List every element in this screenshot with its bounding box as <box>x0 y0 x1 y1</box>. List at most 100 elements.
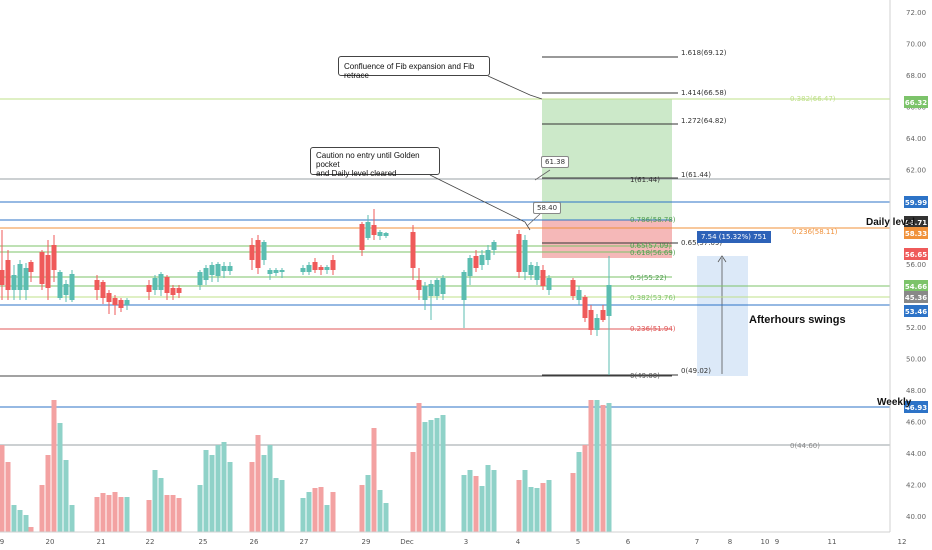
candle-body <box>440 278 446 294</box>
x-axis-tick: 29 <box>362 538 371 546</box>
candle-body <box>100 282 106 298</box>
volume-bar <box>255 435 261 532</box>
position-zones <box>542 99 748 376</box>
candle-body <box>17 264 23 290</box>
volume-bar <box>371 428 377 532</box>
candle-body <box>582 297 588 318</box>
volume-bar <box>440 415 446 532</box>
candle-body <box>11 275 17 290</box>
confluence-note-text: Confluence of Fib expansion and Fib retr… <box>344 62 475 80</box>
y-axis-tick: 42.00 <box>906 482 926 490</box>
candle-body <box>57 272 63 298</box>
volume-bar <box>410 452 416 532</box>
tag-5840-pointer <box>526 213 541 227</box>
volume-bar <box>324 505 330 532</box>
volume-bar <box>118 497 124 532</box>
x-axis-tick: 7 <box>695 538 699 546</box>
measure-label: 7.54 (15.32%) 751 <box>697 231 771 243</box>
candle-body <box>576 290 582 300</box>
candle-body <box>522 240 528 272</box>
x-axis[interactable]: 9 20 21 22 25 26 27 29 Dec 3 4 5 6 7 8 9 10 11 12 <box>0 531 906 546</box>
volume-bar <box>479 486 485 532</box>
price-tag-6138[interactable]: 61.38 <box>541 156 570 168</box>
price-badge <box>904 216 928 228</box>
candle-body <box>39 252 45 284</box>
volume-bar <box>28 527 34 532</box>
y-axis-tick: 46.00 <box>906 419 926 427</box>
fib-label: 1(61.44) <box>681 171 711 179</box>
volume-bar <box>5 462 11 532</box>
caution-note[interactable]: Caution no entry until Golden pocket and … <box>310 147 440 178</box>
fib-label: 0(44.60) <box>790 442 820 450</box>
candle-body <box>112 298 118 305</box>
y-axis-tick: 56.00 <box>906 261 926 269</box>
x-axis-tick: 9 <box>0 538 4 546</box>
volume-bar <box>473 476 479 532</box>
candle-body <box>428 284 434 296</box>
fib-labels: 1.618(69.12) 1.414(66.58) 1.272(64.82) 1(61… <box>630 49 838 450</box>
price-badge-text: 45.36 <box>905 294 927 302</box>
y-axis-tick: 72.00 <box>906 9 926 17</box>
candle-body <box>434 280 440 296</box>
volume-bar <box>300 498 306 532</box>
y-axis-tick: 40.00 <box>906 513 926 521</box>
price-badge <box>904 280 928 292</box>
candle-body <box>118 300 124 308</box>
candle-body <box>371 225 377 235</box>
candle-body <box>170 288 176 295</box>
candle-body <box>273 270 279 273</box>
volume-bar <box>461 475 467 532</box>
x-axis-tick: 5 <box>576 538 580 546</box>
candle-body <box>330 260 336 270</box>
candle-body <box>152 278 158 290</box>
candle-body <box>600 310 606 320</box>
volume-bar <box>197 485 203 532</box>
volume-bar <box>359 485 365 532</box>
candle-body <box>473 256 479 268</box>
candle-body <box>570 280 576 296</box>
confluence-note[interactable]: Confluence of Fib expansion and Fib retr… <box>338 56 490 80</box>
candle-body <box>45 255 51 288</box>
volume-bar <box>106 495 112 532</box>
candle-body <box>221 266 227 271</box>
fib-label: 0.618(56.69) <box>630 249 676 257</box>
candle-body <box>69 274 75 300</box>
volume-bar <box>522 470 528 532</box>
volume-bar <box>227 462 233 532</box>
candle-body <box>540 270 546 286</box>
candle-body <box>261 242 267 260</box>
caution-note-line1: Caution no entry until Golden pocket <box>316 151 420 169</box>
volume-bar <box>546 480 552 532</box>
x-axis-tick: 3 <box>464 538 468 546</box>
x-axis-tick: Dec <box>400 538 414 546</box>
volume-bar <box>45 455 51 532</box>
volume-bar <box>576 452 582 532</box>
x-axis-tick: 9 <box>775 538 779 546</box>
y-axis[interactable]: 72.0070.0068.0066.0064.0062.0060.0058.00… <box>889 0 926 532</box>
volume-bar <box>434 418 440 532</box>
volume-bar <box>422 422 428 532</box>
candle-body <box>359 224 365 250</box>
price-badge-text: 53.46 <box>905 308 927 316</box>
candle-body <box>176 288 182 293</box>
candle-body <box>365 222 371 238</box>
volume-bar <box>600 405 606 532</box>
fib-label: 0.5(55.22) <box>630 274 667 282</box>
horizontal-levels <box>0 56 890 446</box>
y-axis-tick: 70.00 <box>906 41 926 49</box>
fib-label: 0.236(51.94) <box>630 325 676 333</box>
volume-bar <box>17 510 23 532</box>
candle-body <box>279 270 285 272</box>
candle-body <box>491 242 497 250</box>
x-axis-tick: 25 <box>199 538 208 546</box>
candle-body <box>485 250 491 260</box>
y-axis-tick: 52.00 <box>906 324 926 332</box>
volume-bar <box>152 470 158 532</box>
candle-body <box>410 232 416 268</box>
y-axis-tick: 62.00 <box>906 167 926 175</box>
fib-label: 1.618(69.12) <box>681 49 727 57</box>
fib-label: 0.382(53.76) <box>630 294 676 302</box>
price-tag-5840[interactable]: 58.40 <box>533 202 562 214</box>
candle-body <box>377 232 383 236</box>
